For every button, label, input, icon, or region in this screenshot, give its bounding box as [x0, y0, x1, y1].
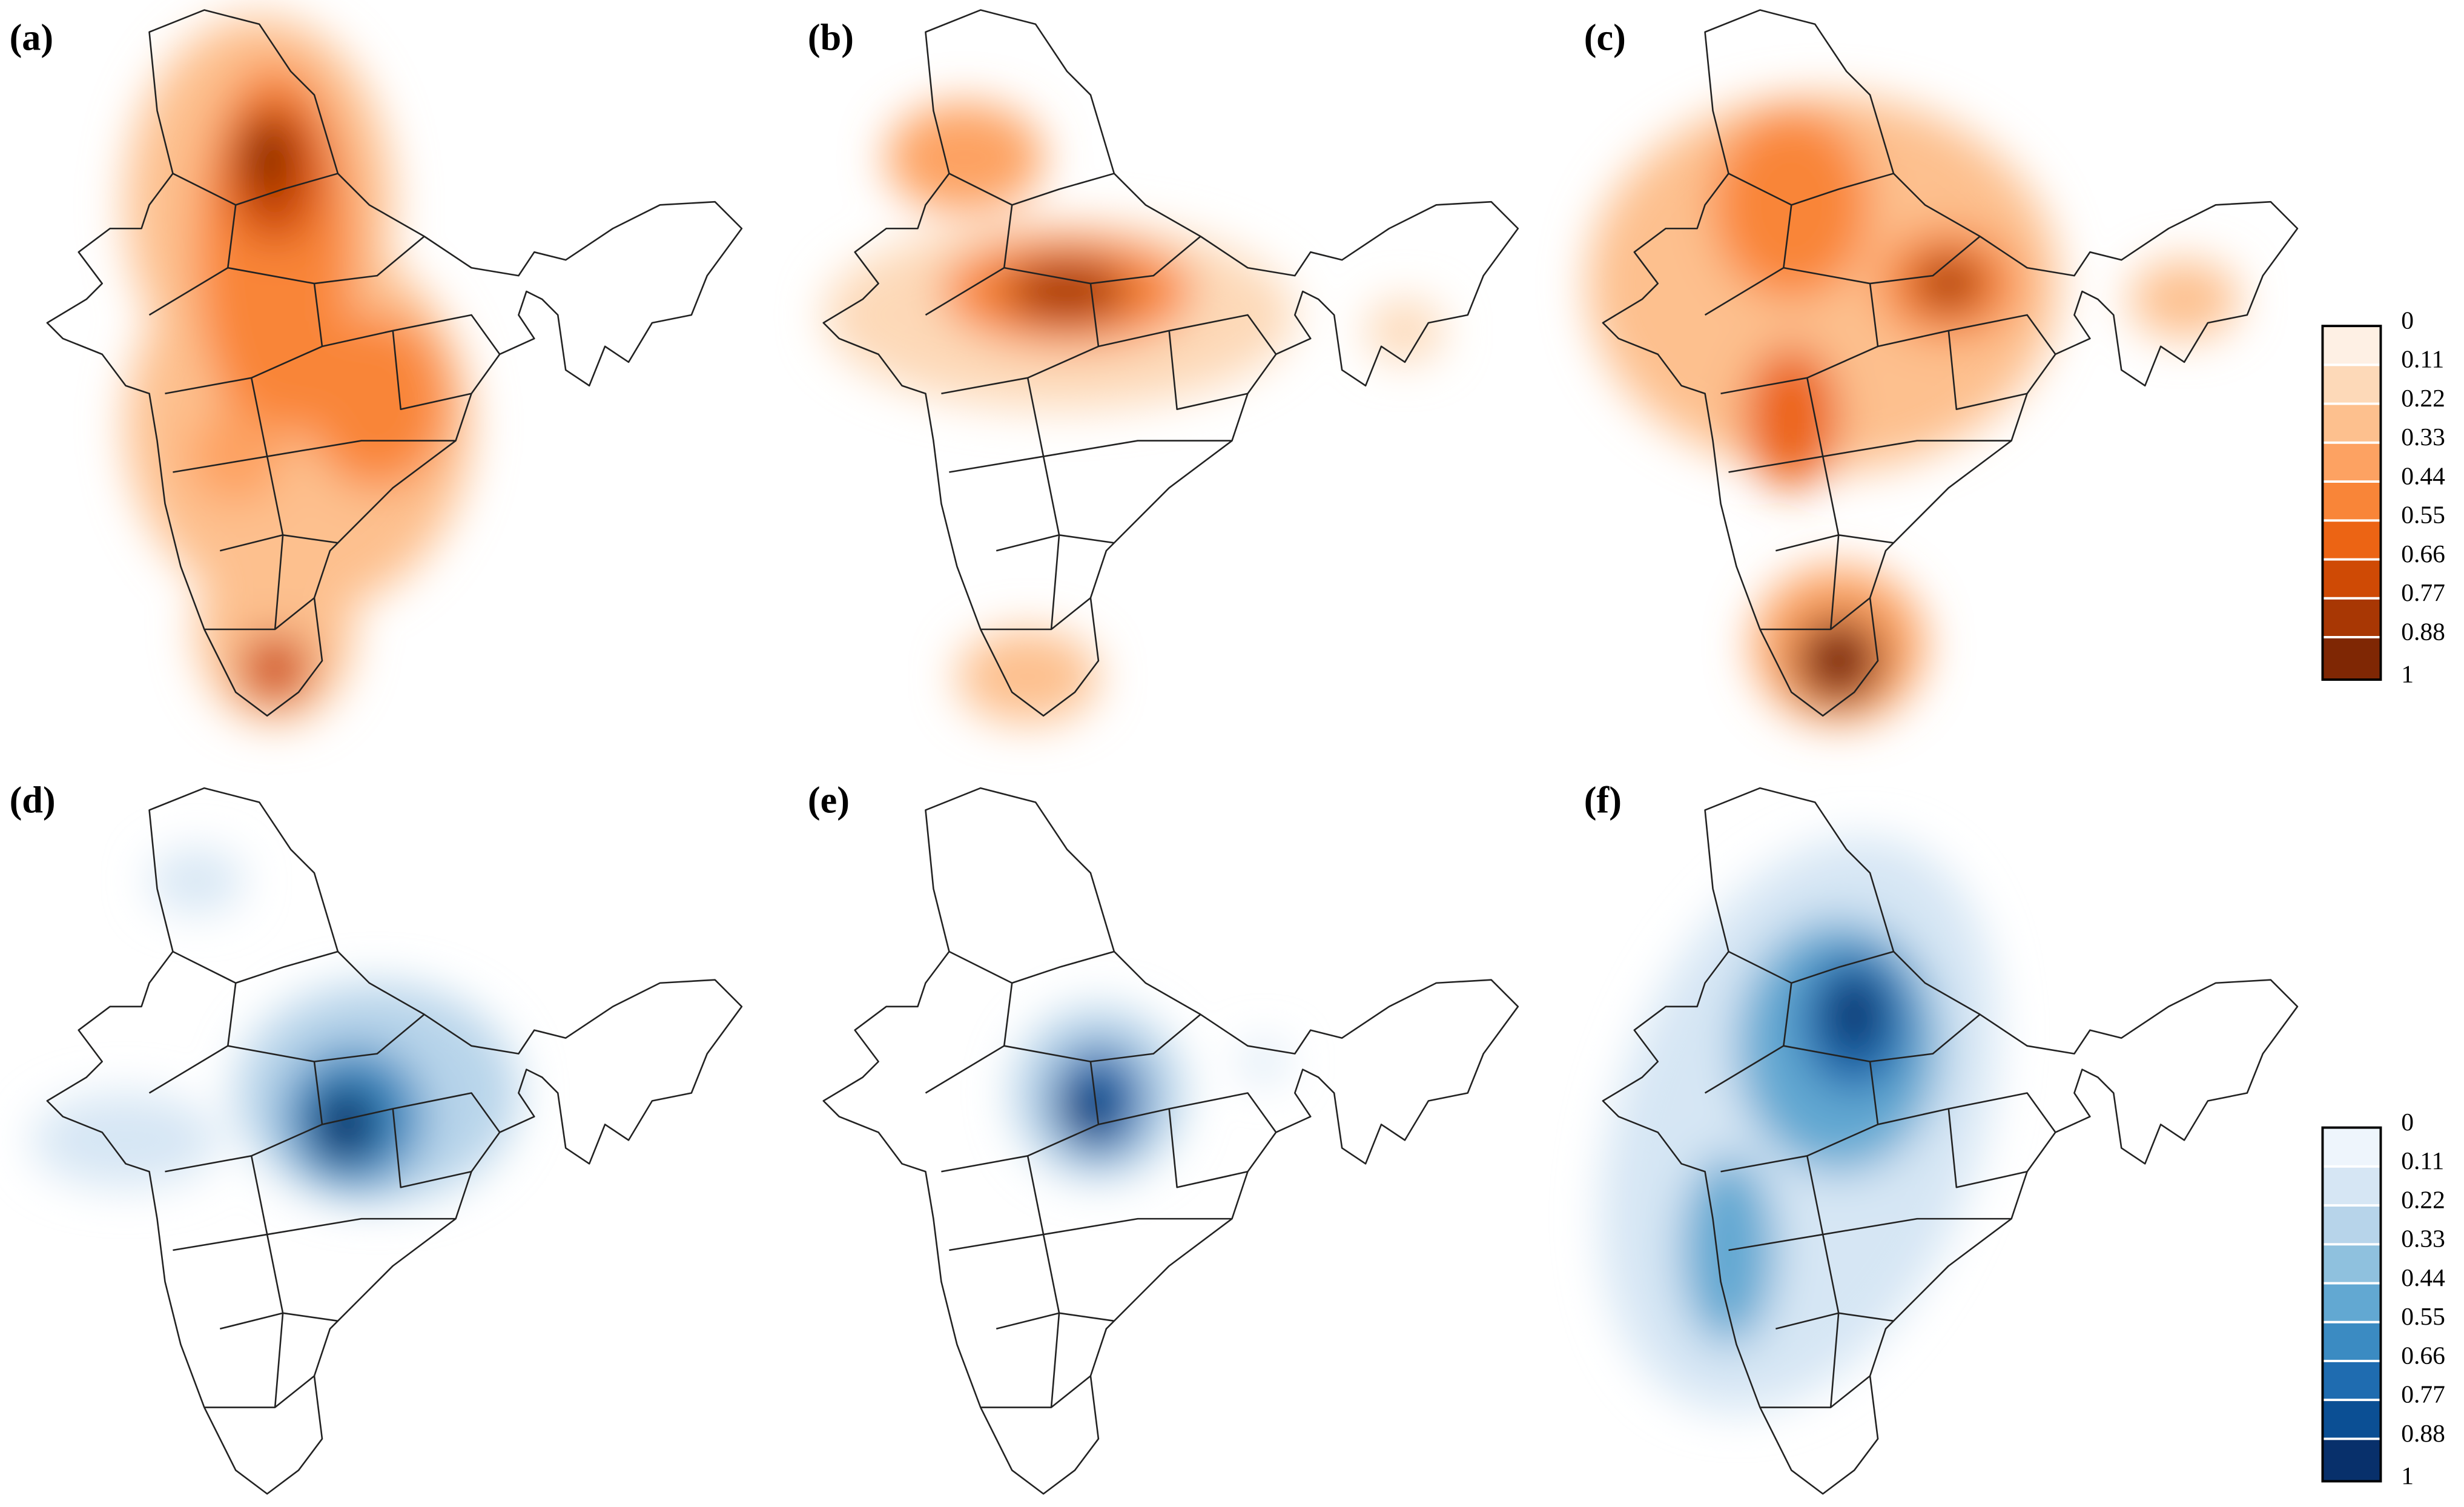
heat — [125, 16, 472, 724]
map-panel-e — [822, 787, 1519, 1495]
map-panel-a — [46, 9, 743, 724]
colorbar-label: 0.11 — [2401, 345, 2444, 373]
colorbar-band — [2322, 365, 2381, 404]
colorbar-label: 0.33 — [2401, 1225, 2445, 1253]
heat — [1012, 1006, 1287, 1180]
map-panel-d — [31, 787, 743, 1495]
colorbar-label: 0.22 — [2401, 384, 2445, 412]
heat — [1601, 836, 1998, 1412]
colorbar-label: 0.77 — [2401, 578, 2445, 606]
map-panel-c — [1587, 9, 2299, 724]
colorbar-label: 0.77 — [2401, 1380, 2445, 1408]
colorbar-band — [2322, 598, 2381, 637]
heat — [31, 849, 519, 1204]
colorbar-label: 0.11 — [2401, 1147, 2444, 1174]
colorbar-band — [2322, 442, 2381, 482]
colorbar-label: 0.55 — [2401, 1302, 2445, 1330]
colorbar-band — [2322, 482, 2381, 521]
colorbar-frame — [2321, 1126, 2382, 1483]
panel-label: (d) — [10, 780, 56, 821]
colorbar-band — [2322, 1127, 2381, 1167]
colorbar-label: 0.66 — [2401, 1341, 2445, 1369]
colorbar-label: 0 — [2401, 306, 2414, 334]
colorbar-label: 0.55 — [2401, 501, 2445, 529]
colorbar-label: 0.22 — [2401, 1185, 2445, 1213]
heat — [1587, 94, 2239, 724]
panel-label: (b) — [808, 18, 854, 59]
colorbar-band — [2322, 1322, 2381, 1361]
colorbar-frame — [2321, 325, 2382, 681]
panel-label: (e) — [808, 780, 850, 821]
colorbar-label: 0.44 — [2401, 462, 2445, 489]
colorbar-band — [2322, 1439, 2381, 1482]
panel-label: (c) — [1584, 18, 1626, 59]
colorbar-band — [2322, 1283, 2381, 1322]
colorbar-label: 0.33 — [2401, 423, 2445, 451]
colorbar-band — [2322, 403, 2381, 443]
panel-label: (f) — [1584, 780, 1622, 821]
colorbar-band — [2322, 520, 2381, 560]
colorbar-label: 1 — [2401, 1462, 2414, 1489]
colorbar-band — [2322, 1166, 2381, 1206]
heat — [823, 102, 1444, 724]
colorbar-band — [2322, 1244, 2381, 1283]
colorbar-band — [2322, 1205, 2381, 1245]
colorbar-label: 0 — [2401, 1108, 2414, 1136]
map-panel-f — [1601, 787, 2299, 1495]
colorbar-band — [2322, 1360, 2381, 1400]
colorbar-label: 1 — [2401, 660, 2414, 687]
colorbar-band — [2322, 637, 2381, 680]
colorbar-label: 0.44 — [2401, 1264, 2445, 1291]
colorbar-label: 0.88 — [2401, 617, 2445, 645]
colorbar-label: 0.66 — [2401, 540, 2445, 568]
map-panel-b — [822, 9, 1519, 724]
colorbar-band — [2322, 1400, 2381, 1439]
colorbar-band — [2322, 559, 2381, 598]
colorbar-label: 0.88 — [2401, 1419, 2445, 1447]
panel-label: (a) — [10, 18, 54, 59]
colorbar-band — [2322, 326, 2381, 365]
